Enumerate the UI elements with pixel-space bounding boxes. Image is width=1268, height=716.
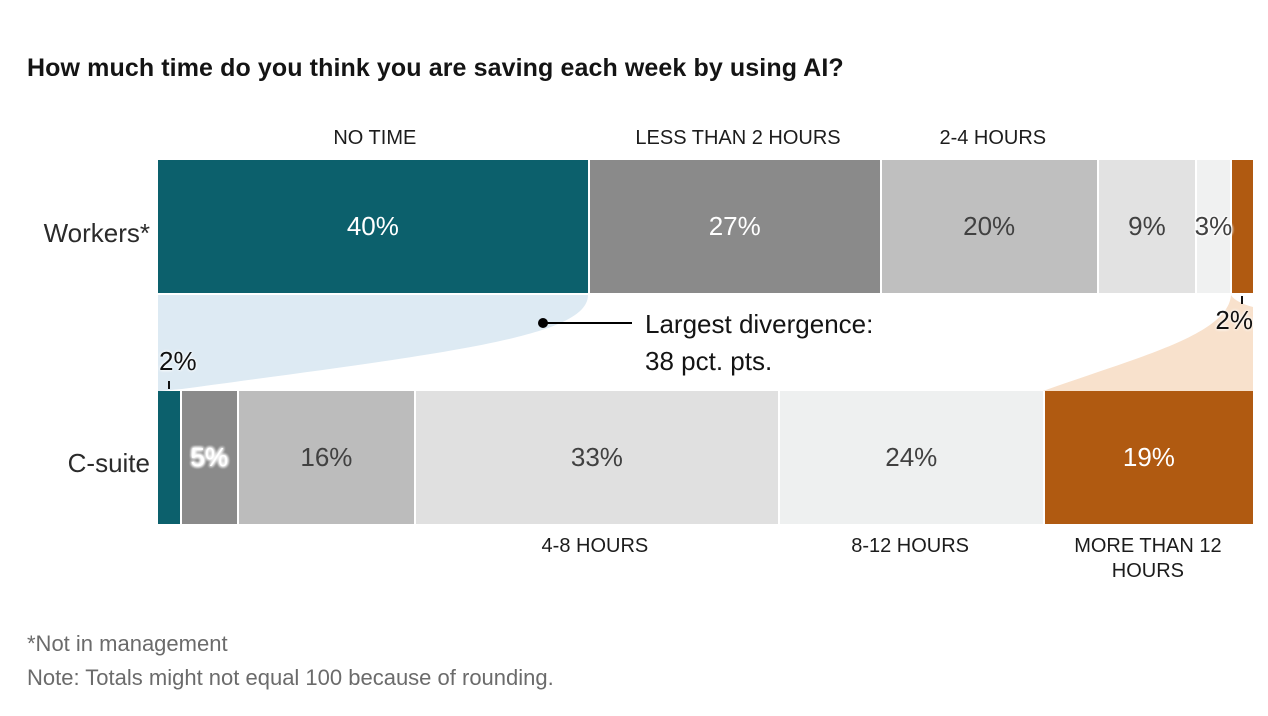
workers-segment-more-than-12-hours <box>1231 160 1253 293</box>
workers-segment-4-8-hours: 9% <box>1098 160 1196 293</box>
axis-label-more-than-12-hours: MORE THAN 12 HOURS <box>1074 535 1222 582</box>
workers-segment-value-label: 40% <box>346 211 399 241</box>
csuite-segment-value-label: 24% <box>885 442 938 472</box>
csuite-2pct-tick <box>168 381 170 389</box>
bottom-axis-category-labels: 4-8 HOURS 8-12 HOURS MORE THAN 12 HOURS <box>158 534 1253 582</box>
axis-label-8-12-hours: 8-12 HOURS <box>851 535 970 557</box>
csuite-segment-less-than-2-hours: 5% <box>181 391 237 524</box>
workers-segment-value-label: 20% <box>963 211 1016 241</box>
csuite-segment-2-4-hours: 16% <box>238 391 415 524</box>
workers-segment-less-than-2-hours: 27% <box>589 160 880 293</box>
csuite-segment-value-label: 33% <box>570 442 623 472</box>
csuite-segment-8-12-hours: 24% <box>779 391 1043 524</box>
workers-more-than-12-value-label: 2% <box>1215 305 1253 335</box>
workers-2pct-tick <box>1241 296 1243 304</box>
csuite-no-time-value-label: 2% <box>159 346 197 376</box>
flow-no-time <box>158 295 588 391</box>
row-label-workers: Workers* <box>43 218 150 248</box>
csuite-segment-value-label: 5% <box>190 442 229 472</box>
axis-label-2-4-hours: 2-4 HOURS <box>939 127 1047 149</box>
axis-label-4-8-hours: 4-8 HOURS <box>541 535 649 557</box>
workers-segment-no-time: 40% <box>158 160 588 293</box>
footnote-management: *Not in management <box>27 631 228 656</box>
row-label-csuite: C-suite <box>67 448 150 478</box>
divergence-annotation-line2: 38 pct. pts. <box>645 346 773 376</box>
workers-bar: 40% 27% 20% 9% 3% <box>158 160 1253 293</box>
axis-label-no-time: NO TIME <box>333 127 417 149</box>
divergence-annotation-line1: Largest divergence: <box>645 309 874 339</box>
flow-connectors <box>158 295 1253 391</box>
csuite-segment-value-label: 19% <box>1122 442 1175 472</box>
workers-segment-value-label: 9% <box>1128 211 1166 241</box>
workers-segment-2-4-hours: 20% <box>881 160 1097 293</box>
chart-title: How much time do you think you are savin… <box>27 54 844 82</box>
csuite-segment-no-time <box>158 391 180 524</box>
divergence-annotation: Largest divergence: 38 pct. pts. <box>645 306 873 380</box>
footnote-rounding: Note: Totals might not equal 100 because… <box>27 665 554 690</box>
axis-label-less-than-2-hours: LESS THAN 2 HOURS <box>635 127 841 149</box>
top-axis-category-labels: NO TIME LESS THAN 2 HOURS 2-4 HOURS <box>158 126 1253 156</box>
csuite-bar: 5% 16% 33% 24% 19% <box>158 391 1254 524</box>
divergence-leader-line <box>543 322 632 324</box>
flow-more-than-12 <box>1043 295 1253 391</box>
workers-segment-value-label: 3% <box>1194 211 1233 241</box>
csuite-segment-value-label: 16% <box>300 442 353 472</box>
workers-segment-8-12-hours: 3% <box>1195 160 1232 293</box>
csuite-segment-more-than-12-hours: 19% <box>1044 391 1254 524</box>
workers-segment-value-label: 27% <box>708 211 761 241</box>
csuite-segment-4-8-hours: 33% <box>416 391 778 524</box>
